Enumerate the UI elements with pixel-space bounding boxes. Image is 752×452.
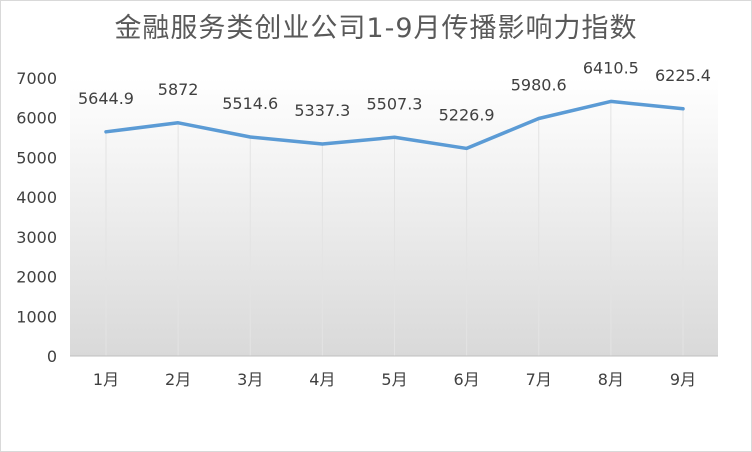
x-tick-label: 5月 [381, 370, 407, 389]
data-label: 5514.6 [222, 94, 278, 113]
x-axis: 1月 2月 3月 4月 5月 6月 7月 8月 9月 [93, 370, 696, 389]
drop-lines [105, 101, 684, 356]
y-tick-label: 0 [47, 347, 57, 366]
data-label: 6410.5 [583, 58, 639, 77]
x-tick-label: 7月 [526, 370, 552, 389]
x-tick-label: 2月 [165, 370, 191, 389]
data-label: 5872 [158, 80, 199, 99]
x-tick-label: 1月 [93, 370, 119, 389]
x-tick-label: 6月 [454, 370, 480, 389]
y-tick-label: 5000 [16, 148, 57, 167]
series-line [104, 99, 685, 151]
data-label: 5980.6 [511, 75, 567, 94]
data-label: 6225.4 [655, 66, 711, 85]
y-tick-label: 4000 [16, 188, 57, 207]
y-tick-label: 2000 [16, 268, 57, 287]
x-tick-label: 8月 [598, 370, 624, 389]
x-tick-label: 9月 [670, 370, 696, 389]
data-label: 5226.9 [439, 105, 495, 124]
chart-title: 金融服务类创业公司1-9月传播影响力指数 [114, 13, 638, 44]
data-labels: 5644.9 5872 5514.6 5337.3 5507.3 5226.9 5980.6… [78, 58, 711, 124]
y-tick-label: 7000 [16, 69, 57, 88]
data-label: 5507.3 [367, 94, 423, 113]
y-tick-label: 3000 [16, 228, 57, 247]
y-tick-label: 6000 [16, 109, 57, 128]
y-axis: 0 1000 2000 3000 4000 5000 6000 7000 [16, 69, 57, 366]
data-label: 5644.9 [78, 89, 134, 108]
x-tick-label: 4月 [309, 370, 335, 389]
x-tick-label: 3月 [237, 370, 263, 389]
y-tick-label: 1000 [16, 307, 57, 326]
data-label: 5337.3 [294, 101, 350, 120]
